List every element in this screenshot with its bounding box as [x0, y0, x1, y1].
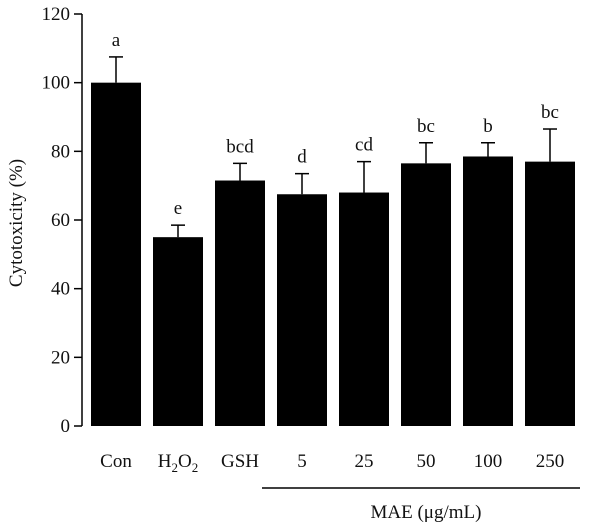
significance-label: b [483, 116, 493, 137]
significance-label: cd [355, 135, 373, 156]
bar [277, 194, 327, 426]
bar [525, 161, 575, 426]
bar [153, 237, 203, 426]
bar [215, 180, 265, 426]
category-label: 50 [417, 451, 436, 472]
y-tick-label: 120 [42, 4, 71, 25]
significance-labels: a e bcd d cd bc b bc [112, 30, 559, 219]
y-tick-label: 20 [51, 347, 70, 368]
mae-group-label: MAE (μg/mL) [371, 502, 482, 523]
significance-label: d [297, 147, 307, 168]
y-axis-title: Cytotoxicity (%) [6, 159, 27, 287]
category-label: 250 [536, 451, 565, 472]
category-label: 5 [297, 451, 307, 472]
significance-label: e [174, 198, 182, 219]
significance-label: bc [417, 116, 435, 137]
y-tick-label: 0 [61, 416, 71, 437]
significance-label: bc [541, 102, 559, 123]
y-tick-label: 60 [51, 210, 70, 231]
bar [91, 82, 141, 427]
y-tick-label: 40 [51, 279, 70, 300]
error-bars [109, 56, 557, 238]
significance-label: a [112, 30, 121, 51]
bar [401, 163, 451, 426]
category-label: 100 [474, 451, 503, 472]
bars [91, 82, 575, 427]
category-label: Con [100, 451, 132, 472]
significance-label: bcd [226, 136, 254, 157]
y-tick-label: 100 [42, 73, 71, 94]
category-label: GSH [221, 451, 259, 472]
category-label: 25 [355, 451, 374, 472]
bar [463, 156, 513, 426]
x-axis-labels: Con H2O2 GSH 5 25 50 100 250 [100, 451, 564, 475]
bar [339, 192, 389, 426]
y-tick-label: 80 [51, 141, 70, 162]
category-label: H2O2 [158, 451, 198, 475]
y-axis: 0 20 40 60 80 100 120 [42, 4, 83, 437]
